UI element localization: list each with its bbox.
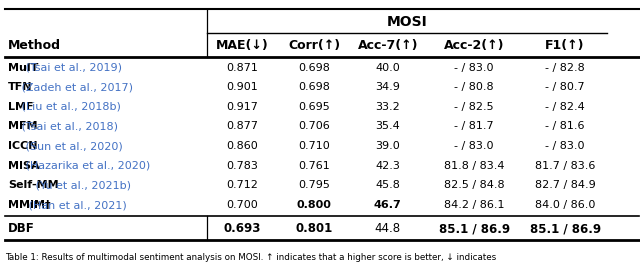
Text: 0.712: 0.712 xyxy=(227,180,259,190)
Text: 0.871: 0.871 xyxy=(227,63,259,73)
Text: - / 83.0: - / 83.0 xyxy=(545,141,585,151)
Text: MMIM†: MMIM† xyxy=(8,200,51,210)
Text: 84.0 / 86.0: 84.0 / 86.0 xyxy=(535,200,595,210)
Text: - / 80.8: - / 80.8 xyxy=(454,82,494,92)
Text: 84.2 / 86.1: 84.2 / 86.1 xyxy=(444,200,504,210)
Text: Acc-2(↑): Acc-2(↑) xyxy=(444,39,504,52)
Text: 0.693: 0.693 xyxy=(224,222,261,235)
Text: Self-MM: Self-MM xyxy=(8,180,59,190)
Text: 45.8: 45.8 xyxy=(376,180,400,190)
Text: 44.8: 44.8 xyxy=(375,222,401,235)
Text: 0.695: 0.695 xyxy=(298,102,330,112)
Text: Table 1: Results of multimodal sentiment analysis on MOSI. ↑ indicates that a hi: Table 1: Results of multimodal sentiment… xyxy=(5,253,497,263)
Text: (Tsai et al., 2018): (Tsai et al., 2018) xyxy=(19,122,118,132)
Text: (Yu et al., 2021b): (Yu et al., 2021b) xyxy=(32,180,131,190)
Text: - / 82.4: - / 82.4 xyxy=(545,102,585,112)
Text: Acc-7(↑): Acc-7(↑) xyxy=(358,39,418,52)
Text: 0.901: 0.901 xyxy=(227,82,259,92)
Text: 33.2: 33.2 xyxy=(376,102,400,112)
Text: 0.706: 0.706 xyxy=(298,122,330,132)
Text: 39.0: 39.0 xyxy=(376,141,400,151)
Text: 0.710: 0.710 xyxy=(298,141,330,151)
Text: 81.8 / 83.4: 81.8 / 83.4 xyxy=(444,161,504,171)
Text: - / 81.6: - / 81.6 xyxy=(545,122,585,132)
Text: 85.1 / 86.9: 85.1 / 86.9 xyxy=(529,222,601,235)
Text: 0.801: 0.801 xyxy=(296,222,333,235)
Text: 42.3: 42.3 xyxy=(376,161,400,171)
Text: LMF: LMF xyxy=(8,102,34,112)
Text: ICCN: ICCN xyxy=(8,141,38,151)
Text: 85.1 / 86.9: 85.1 / 86.9 xyxy=(438,222,510,235)
Text: MFM: MFM xyxy=(8,122,38,132)
Text: - / 82.5: - / 82.5 xyxy=(454,102,494,112)
Text: 40.0: 40.0 xyxy=(376,63,400,73)
Text: 0.917: 0.917 xyxy=(227,102,259,112)
Text: (Sun et al., 2020): (Sun et al., 2020) xyxy=(22,141,123,151)
Text: - / 81.7: - / 81.7 xyxy=(454,122,494,132)
Text: 0.700: 0.700 xyxy=(227,200,259,210)
Text: Method: Method xyxy=(8,39,61,52)
Text: 34.9: 34.9 xyxy=(376,82,400,92)
Text: 0.783: 0.783 xyxy=(227,161,259,171)
Text: (Tsai et al., 2019): (Tsai et al., 2019) xyxy=(22,63,122,73)
Text: DBF: DBF xyxy=(8,222,35,235)
Text: 0.698: 0.698 xyxy=(298,63,330,73)
Text: - / 83.0: - / 83.0 xyxy=(454,63,494,73)
Text: 82.7 / 84.9: 82.7 / 84.9 xyxy=(535,180,595,190)
Text: MISA: MISA xyxy=(8,161,40,171)
Text: 0.761: 0.761 xyxy=(298,161,330,171)
Text: 46.7: 46.7 xyxy=(374,200,402,210)
Text: Corr(↑): Corr(↑) xyxy=(288,39,340,52)
Text: (Hazarika et al., 2020): (Hazarika et al., 2020) xyxy=(22,161,150,171)
Text: 0.800: 0.800 xyxy=(297,200,332,210)
Text: (Zadeh et al., 2017): (Zadeh et al., 2017) xyxy=(19,82,134,92)
Text: F1(↑): F1(↑) xyxy=(545,39,585,52)
Text: 82.5 / 84.8: 82.5 / 84.8 xyxy=(444,180,504,190)
Text: 81.7 / 83.6: 81.7 / 83.6 xyxy=(535,161,595,171)
Text: - / 83.0: - / 83.0 xyxy=(454,141,494,151)
Text: 0.860: 0.860 xyxy=(227,141,259,151)
Text: 35.4: 35.4 xyxy=(376,122,400,132)
Text: (Han et al., 2021): (Han et al., 2021) xyxy=(26,200,127,210)
Text: - / 80.7: - / 80.7 xyxy=(545,82,585,92)
Text: MOSI: MOSI xyxy=(387,15,428,29)
Text: - / 82.8: - / 82.8 xyxy=(545,63,585,73)
Text: 0.795: 0.795 xyxy=(298,180,330,190)
Text: 0.877: 0.877 xyxy=(227,122,259,132)
Text: TFN: TFN xyxy=(8,82,33,92)
Text: (Liu et al., 2018b): (Liu et al., 2018b) xyxy=(19,102,122,112)
Text: MulT: MulT xyxy=(8,63,38,73)
Text: MAE(↓): MAE(↓) xyxy=(216,39,269,52)
Text: 0.698: 0.698 xyxy=(298,82,330,92)
